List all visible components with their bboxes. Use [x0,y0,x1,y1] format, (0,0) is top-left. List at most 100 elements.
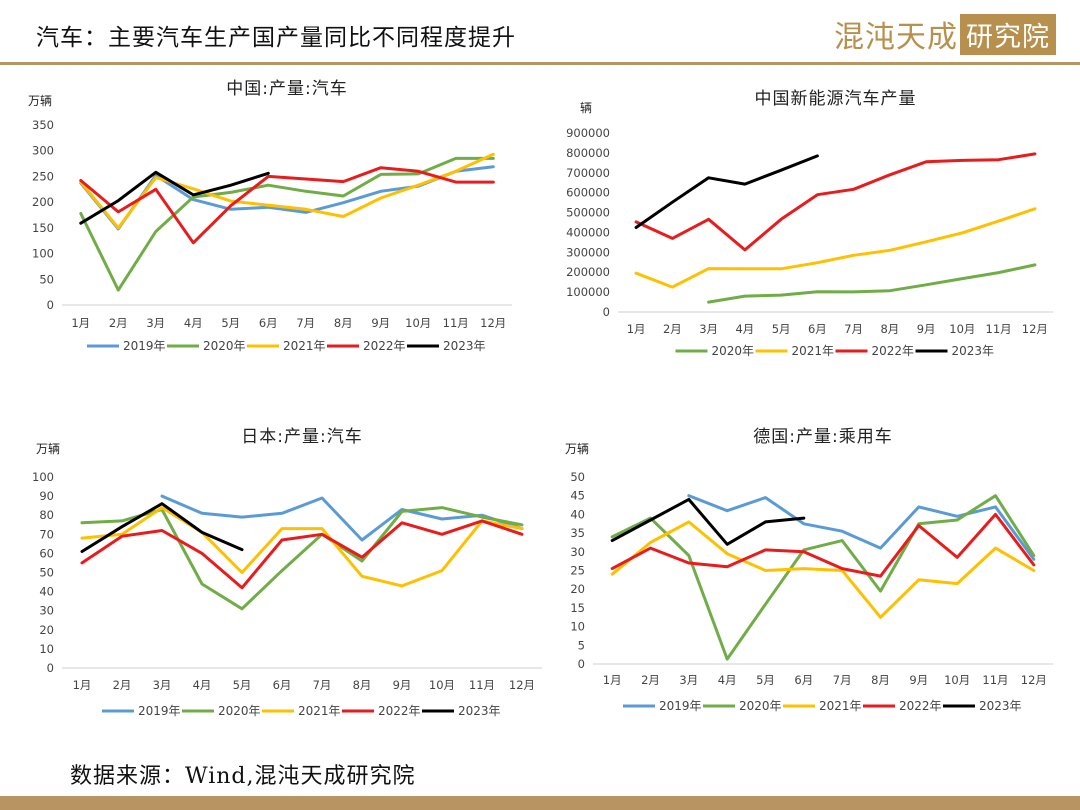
legend-label: 2023年 [952,344,995,358]
x-tick-label: 12月 [480,316,506,330]
x-tick-label: 10月 [949,322,975,336]
legend-label: 2021年 [283,339,326,353]
x-tick-label: 6月 [808,322,827,336]
legend-label: 2020年 [739,699,782,713]
x-tick-label: 4月 [193,678,212,692]
series-line [634,154,819,229]
header-divider [0,62,1080,65]
y-tick-label: 100000 [566,285,610,299]
source-note: 数据来源：Wind,混沌天成研究院 [70,764,416,789]
y-tick-label: 40 [39,585,54,599]
x-tick-label: 8月 [880,322,899,336]
y-tick-label: 700000 [566,166,610,180]
chart-germany-cars: 德国:产量:乘用车 万辆 0 5 10 15 20 25 30 35 40 45 50 1月 2月 3月 4月 5… [545,420,1070,730]
x-tick-label: 9月 [909,673,928,687]
y-tick-label: 150 [32,221,54,235]
y-tick-label: 45 [570,489,585,503]
chart-title: 中国:产量:汽车 [226,79,347,99]
series-line [79,170,270,225]
y-tick-label: 35 [570,526,585,540]
chart-title: 德国:产量:乘用车 [753,427,892,447]
x-tick-label: 8月 [871,673,890,687]
x-tick-label: 5月 [233,678,252,692]
x-tick-label: 11月 [982,673,1008,687]
x-tick-label: 2月 [641,673,660,687]
y-axis-unit: 辆 [580,101,592,115]
series-line [610,494,1036,661]
y-tick-label: 0 [578,657,585,671]
x-tick-label: 1月 [71,316,90,330]
x-tick-label: 6月 [794,673,813,687]
x-tick-label: 8月 [334,316,353,330]
legend-label: 2022年 [899,699,942,713]
y-tick-label: 30 [39,604,54,618]
x-tick-label: 1月 [603,673,622,687]
x-tick-label: 1月 [627,322,646,336]
x-tick-label: 7月 [296,316,315,330]
x-tick-label: 11月 [443,316,469,330]
series-line [79,166,495,245]
y-tick-label: 5 [578,638,585,652]
y-tick-label: 50 [39,272,54,286]
chart-china-auto: 中国:产量:汽车 万辆 0 50 100 150 200 250 300 350 1月 2月 3月 4月 5… [20,70,540,370]
x-tick-label: 7月 [833,673,852,687]
series-line [687,494,1036,561]
x-tick-label: 10月 [944,673,970,687]
series-line [80,506,524,588]
y-tick-label: 90 [39,489,54,503]
legend-label: 2021年 [298,704,341,718]
x-tick-label: 3月 [699,322,718,336]
x-tick-label: 4月 [735,322,754,336]
x-tick-label: 4月 [184,316,203,330]
y-tick-label: 20 [570,582,585,596]
series-line [634,207,1037,289]
y-tick-label: 800000 [566,146,610,160]
legend-label: 2021年 [819,699,862,713]
x-tick-label: 12月 [1022,322,1048,336]
y-tick-label: 0 [603,305,610,319]
series-line [610,512,1036,578]
x-tick-label: 12月 [1021,673,1047,687]
y-tick-label: 15 [570,601,585,615]
y-tick-label: 500000 [566,206,610,220]
y-tick-label: 900000 [566,126,610,140]
y-tick-label: 70 [39,527,54,541]
x-tick-label: 6月 [273,678,292,692]
series-line [160,494,524,542]
x-tick-label: 6月 [259,316,278,330]
x-tick-label: 2月 [109,316,128,330]
chart-japan-auto: 日本:产量:汽车 万辆 0 10 20 30 40 50 60 70 80 90 100 1月 2月 3月 4月… [20,420,545,730]
x-tick-label: 2月 [663,322,682,336]
y-tick-label: 300 [32,144,54,158]
series-line [634,152,1037,252]
x-tick-label: 9月 [393,678,412,692]
y-tick-label: 600000 [566,186,610,200]
legend-label: 2023年 [443,339,486,353]
x-tick-label: 8月 [353,678,372,692]
series-line [80,506,524,611]
x-tick-label: 5月 [221,316,240,330]
series-line [80,502,244,553]
chart-title: 中国新能源汽车产量 [755,89,917,109]
legend-label: 2022年 [872,344,915,358]
y-tick-label: 100 [32,247,54,261]
series-line [610,497,806,546]
y-tick-label: 40 [570,507,585,521]
x-tick-label: 7月 [844,322,863,336]
header: 汽车：主要汽车生产国产量同比不同程度提升 混沌天成 研究院 [0,0,1080,64]
y-tick-label: 10 [570,620,585,634]
y-tick-label: 300000 [566,245,610,259]
series-line [610,520,1036,619]
legend-label: 2023年 [979,699,1022,713]
series-line [79,152,495,230]
x-tick-label: 3月 [679,673,698,687]
y-tick-label: 60 [39,546,54,560]
legend-label: 2020年 [203,339,246,353]
y-tick-label: 400000 [566,225,610,239]
y-tick-label: 80 [39,508,54,522]
series-line [79,156,495,292]
legend-label: 2022年 [363,339,406,353]
x-tick-label: 5月 [756,673,775,687]
series-line [707,263,1037,304]
x-tick-label: 3月 [146,316,165,330]
